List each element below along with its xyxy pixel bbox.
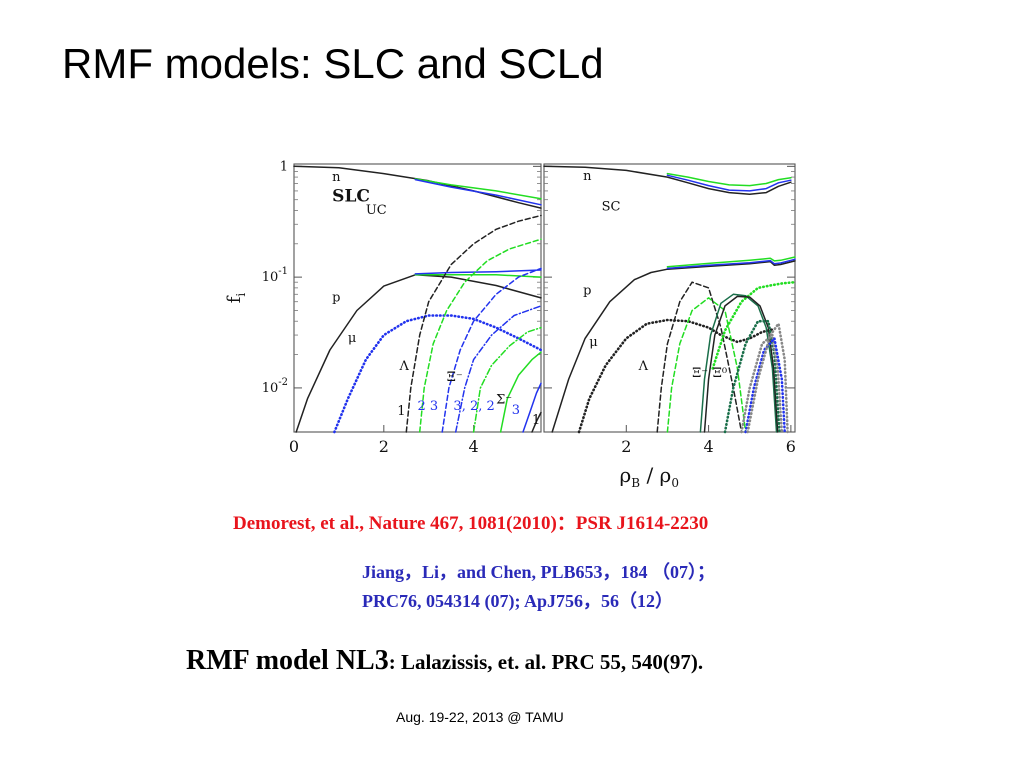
x-tick-label: 4: [703, 437, 713, 456]
y-axis-label: fi: [224, 293, 248, 304]
series-line-right-2: [666, 172, 792, 187]
series-line-left-11: [472, 326, 542, 433]
series-line-right-13: [740, 333, 784, 434]
series-line-left-5: [414, 269, 542, 275]
series-line-left-10: [454, 305, 542, 433]
series-line-right-8: [666, 297, 747, 433]
slide-title: RMF models: SLC and SCLd: [62, 40, 604, 87]
curve-label: μ: [589, 335, 597, 350]
rmf-model-ref: : Lalazissis, et. al. PRC 55, 540(97).: [388, 650, 704, 674]
curve-label: Ξ⁻: [692, 366, 708, 381]
series-line-right-9: [711, 280, 797, 370]
series-line-left-7: [405, 214, 542, 433]
series-line-left-1: [414, 178, 542, 200]
curve-label: n: [583, 169, 592, 184]
curve-label: Λ: [638, 359, 649, 374]
y-tick-label: 10-2: [262, 377, 288, 396]
series-line-right-7: [656, 281, 743, 433]
series-line-left-13: [522, 382, 542, 433]
curve-label: Ξ⁻: [447, 370, 463, 385]
series-line-left-8: [418, 238, 542, 433]
curve-label: 1: [397, 404, 405, 419]
x-tick-label: 4: [469, 437, 479, 456]
y-tick-label: 10-1: [262, 266, 288, 285]
series-line-right-4: [666, 258, 796, 270]
series-line-right-10: [699, 293, 778, 433]
series-line-left-12: [499, 351, 542, 433]
curve-label: 1: [532, 413, 540, 428]
curve-label: p: [583, 283, 591, 298]
footer-date: Aug. 19-22, 2013 @ TAMU: [396, 709, 564, 725]
curve-label: UC: [366, 203, 387, 218]
series-line-left-6: [333, 314, 543, 434]
curve-label: p: [332, 291, 340, 306]
series-line-left-3: [295, 274, 542, 433]
series-line-right-12: [723, 319, 781, 434]
series-line-right-15: [746, 322, 789, 434]
series-line-right-0: [543, 165, 792, 195]
curve-label: SLC: [332, 187, 370, 207]
curve-label: μ: [348, 331, 356, 346]
citation-demorest: Demorest, et al., Nature 467, 1081(2010)…: [233, 513, 709, 534]
x-tick-label: 0: [289, 437, 299, 456]
rmf-model-label: RMF model NL3: [186, 645, 389, 676]
curve-label: Σ⁻: [496, 393, 512, 408]
series-line-left-4: [414, 274, 542, 278]
curve-label: 3: [512, 403, 520, 418]
series-line-right-14: [744, 337, 787, 434]
x-tick-label: 6: [786, 437, 796, 456]
series-line-right-11: [703, 295, 779, 433]
citation-jiang-2: PRC76, 054314 (07); ApJ756，56（12）: [362, 591, 673, 611]
series-line-right-3: [551, 260, 796, 433]
curve-label: 2 3: [418, 399, 439, 414]
series-line-right-1: [666, 174, 792, 192]
curve-label: 3, 2, 2: [453, 399, 494, 414]
series-line-left-9: [441, 267, 542, 433]
x-tick-label: 2: [621, 437, 631, 456]
series-line-left-0: [293, 165, 542, 209]
series-line-left-2: [414, 178, 542, 206]
curve-label: Λ: [399, 359, 410, 374]
fraction-figure: 1 10-1 10-2 0 2 4 n SLC UC p μ Λ Ξ⁻ Σ⁻ 1 2 3 3, 2, 2 3 1 fi…: [218, 150, 810, 490]
panel-frame-right: [543, 163, 796, 433]
curve-label: n: [332, 170, 341, 185]
x-axis-label: ρB / ρ0: [620, 463, 679, 490]
series-line-right-6: [577, 318, 776, 434]
series-line-left-14: [531, 411, 542, 433]
rmf-model-line: RMF model NL3: Lalazissis, et. al. PRC 5…: [186, 645, 703, 677]
y-tick-label: 1: [280, 159, 288, 174]
curve-label: SC: [602, 199, 621, 214]
curve-label: Ξ⁰: [713, 366, 727, 381]
series-line-right-5: [666, 256, 796, 268]
x-tick-label: 2: [379, 437, 389, 456]
citation-jiang-1: Jiang，Li，and Chen, PLB653，184 （07）；: [362, 562, 716, 582]
